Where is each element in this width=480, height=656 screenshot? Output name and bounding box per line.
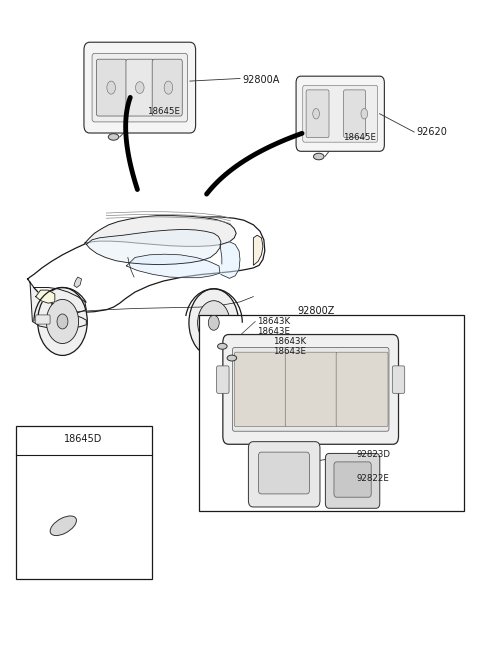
Text: 18643K: 18643K [257, 317, 290, 326]
FancyBboxPatch shape [223, 335, 398, 444]
Text: 92823D: 92823D [357, 449, 391, 459]
Polygon shape [74, 277, 82, 287]
FancyBboxPatch shape [303, 85, 378, 142]
FancyBboxPatch shape [92, 53, 188, 122]
Polygon shape [126, 254, 220, 277]
Circle shape [37, 287, 87, 356]
Text: 92800A: 92800A [242, 75, 280, 85]
Ellipse shape [217, 343, 227, 349]
FancyBboxPatch shape [152, 59, 182, 116]
Text: 18645E: 18645E [343, 133, 376, 142]
Polygon shape [34, 287, 86, 314]
Polygon shape [28, 217, 265, 312]
FancyBboxPatch shape [36, 315, 50, 324]
FancyBboxPatch shape [325, 453, 380, 508]
Ellipse shape [227, 355, 237, 361]
Bar [16, 426, 152, 579]
Ellipse shape [361, 108, 368, 119]
Polygon shape [30, 282, 86, 329]
FancyBboxPatch shape [306, 90, 329, 138]
Ellipse shape [313, 154, 324, 160]
FancyBboxPatch shape [285, 352, 337, 426]
FancyBboxPatch shape [336, 352, 388, 426]
Text: 18645D: 18645D [64, 434, 103, 444]
FancyBboxPatch shape [216, 366, 229, 394]
Ellipse shape [50, 516, 76, 535]
Circle shape [47, 299, 79, 344]
FancyBboxPatch shape [232, 348, 389, 431]
Bar [199, 315, 464, 511]
FancyBboxPatch shape [248, 441, 320, 507]
Polygon shape [253, 236, 263, 265]
FancyBboxPatch shape [344, 90, 365, 138]
FancyBboxPatch shape [96, 59, 126, 116]
FancyBboxPatch shape [258, 452, 310, 494]
Ellipse shape [108, 134, 119, 140]
Polygon shape [85, 216, 236, 247]
Text: 18643E: 18643E [274, 347, 306, 356]
FancyBboxPatch shape [234, 352, 286, 426]
Polygon shape [86, 230, 221, 264]
Polygon shape [221, 242, 240, 278]
Polygon shape [36, 290, 55, 303]
Ellipse shape [107, 81, 116, 94]
Circle shape [57, 314, 68, 329]
Text: 18643E: 18643E [257, 327, 290, 336]
Text: 92620: 92620 [417, 127, 447, 137]
Ellipse shape [313, 108, 320, 119]
FancyBboxPatch shape [84, 42, 196, 133]
Circle shape [208, 316, 219, 330]
Text: 92822E: 92822E [357, 474, 390, 483]
FancyBboxPatch shape [392, 366, 405, 394]
Ellipse shape [164, 81, 173, 94]
Text: 18643K: 18643K [274, 337, 307, 346]
Circle shape [198, 300, 230, 345]
Text: 92800Z: 92800Z [298, 306, 335, 316]
Text: 18645E: 18645E [147, 107, 180, 115]
FancyBboxPatch shape [334, 462, 371, 497]
FancyBboxPatch shape [296, 76, 384, 152]
Ellipse shape [135, 82, 144, 94]
Circle shape [189, 289, 239, 357]
FancyBboxPatch shape [126, 59, 154, 116]
